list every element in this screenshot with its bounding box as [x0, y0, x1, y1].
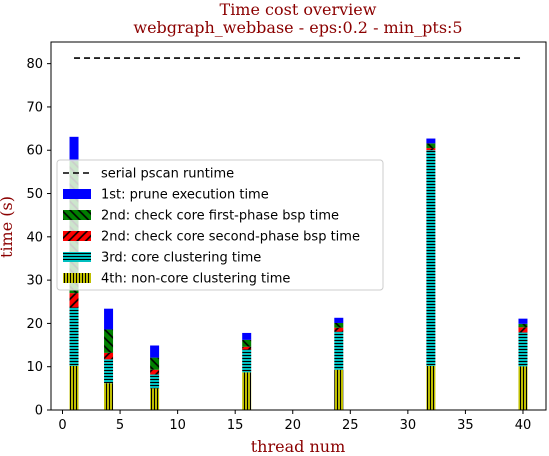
x-tick-label: 5 — [116, 418, 124, 433]
bar-3rd-core-clustering-time-x8 — [150, 374, 160, 389]
legend-box — [56, 159, 384, 291]
y-tick-label: 60 — [26, 144, 43, 159]
legend-label: 2nd: check core second-phase bsp time — [101, 230, 360, 245]
bar-3rd-core-clustering-time-x24 — [334, 331, 344, 370]
legend-item: 1st: prune execution time — [63, 188, 269, 203]
bar-3rd-core-clustering-time-x32 — [426, 150, 436, 366]
x-tick-label: 0 — [58, 418, 66, 433]
bar-4th-non-core-clustering-time-x16 — [242, 372, 252, 410]
legend-swatch-2nd-check-core-first-phase-bsp-time — [63, 210, 91, 220]
x-tick-label: 35 — [457, 418, 474, 433]
legend-item: 3rd: core clustering time — [63, 251, 261, 266]
plot-frame — [50, 41, 547, 411]
y-tick-label: 40 — [26, 230, 43, 245]
legend: serial pscan runtime 1st: prune execution… — [56, 159, 384, 291]
axes-layer: 0 5 10 15 20 25 30 35 40 0 10 20 30 40 50 60 70 80 — [26, 41, 547, 433]
y-tick-label: 70 — [26, 100, 43, 115]
chart-subtitle: webgraph_webbase - eps:0.2 - min_pts:5 — [133, 18, 462, 37]
x-tick-label: 20 — [284, 418, 301, 433]
y-tick-label: 10 — [26, 360, 43, 375]
bar-4th-non-core-clustering-time-x32 — [426, 365, 436, 410]
legend-swatch-4th-non-core-clustering-time — [63, 273, 91, 283]
bar-1st-prune-execution-time-x24 — [334, 317, 344, 323]
x-tick-label: 15 — [227, 418, 244, 433]
bar-3rd-core-clustering-time-x1 — [69, 307, 79, 366]
x-tick-label: 10 — [169, 418, 186, 433]
bar-2nd-check-core-first-phase-bsp-time-x40 — [518, 323, 528, 328]
legend-swatch-1st-prune-execution-time — [63, 189, 91, 199]
bar-1st-prune-execution-time-x16 — [242, 332, 252, 340]
bar-4th-non-core-clustering-time-x1 — [69, 365, 79, 410]
x-tick-label: 40 — [515, 418, 532, 433]
bar-1st-prune-execution-time-x1 — [69, 136, 79, 162]
bar-2nd-check-core-second-phase-bsp-time-x16 — [242, 346, 252, 350]
bar-3rd-core-clustering-time-x16 — [242, 349, 252, 373]
legend-label: 1st: prune execution time — [101, 188, 269, 203]
bar-2nd-check-core-second-phase-bsp-time-x40 — [518, 327, 528, 333]
x-tick-label: 30 — [400, 418, 417, 433]
bar-2nd-check-core-first-phase-bsp-time-x32 — [426, 143, 436, 149]
y-tick-label: 0 — [35, 404, 43, 419]
chart-title: Time cost overview — [220, 0, 377, 19]
bar-2nd-check-core-first-phase-bsp-time-x4 — [104, 329, 114, 353]
bar-2nd-check-core-second-phase-bsp-time-x4 — [104, 352, 114, 360]
y-tick-label: 80 — [26, 57, 43, 72]
bar-2nd-check-core-first-phase-bsp-time-x8 — [150, 357, 160, 370]
bar-1st-prune-execution-time-x4 — [104, 308, 114, 330]
bar-3rd-core-clustering-time-x40 — [518, 332, 528, 367]
bar-1st-prune-execution-time-x40 — [518, 318, 528, 324]
legend-item: serial pscan runtime — [63, 167, 234, 182]
bar-2nd-check-core-first-phase-bsp-time-x16 — [242, 339, 252, 347]
legend-item: 2nd: check core second-phase bsp time — [63, 230, 360, 245]
legend-item: 4th: non-core clustering time — [63, 272, 290, 287]
x-axis-label: thread num — [251, 437, 346, 456]
y-tick-label: 30 — [26, 274, 43, 289]
legend-label: 2nd: check core first-phase bsp time — [101, 209, 339, 224]
legend-label: 3rd: core clustering time — [101, 251, 261, 266]
bar-4th-non-core-clustering-time-x4 — [104, 383, 114, 410]
y-tick-label: 50 — [26, 187, 43, 202]
bar-2nd-check-core-second-phase-bsp-time-x32 — [426, 148, 436, 151]
bar-2nd-check-core-second-phase-bsp-time-x8 — [150, 369, 160, 375]
y-tick-label: 20 — [26, 317, 43, 332]
legend-swatch-3rd-core-clustering-time — [63, 252, 91, 262]
bar-4th-non-core-clustering-time-x24 — [334, 369, 344, 410]
bar-1st-prune-execution-time-x32 — [426, 138, 436, 144]
legend-label: serial pscan runtime — [101, 167, 234, 182]
bar-3rd-core-clustering-time-x4 — [104, 359, 114, 384]
y-axis-label: time (s) — [0, 196, 16, 258]
legend-label: 4th: non-core clustering time — [101, 272, 290, 287]
bar-4th-non-core-clustering-time-x8 — [150, 388, 160, 410]
x-tick-label: 25 — [342, 418, 359, 433]
bar-1st-prune-execution-time-x8 — [150, 345, 160, 358]
legend-item: 2nd: check core first-phase bsp time — [63, 209, 339, 224]
bar-4th-non-core-clustering-time-x40 — [518, 366, 528, 410]
bar-2nd-check-core-second-phase-bsp-time-x1 — [69, 293, 79, 308]
legend-swatch-2nd-check-core-second-phase-bsp-time — [63, 231, 91, 241]
bar-2nd-check-core-second-phase-bsp-time-x24 — [334, 327, 344, 332]
bar-2nd-check-core-first-phase-bsp-time-x24 — [334, 322, 344, 328]
